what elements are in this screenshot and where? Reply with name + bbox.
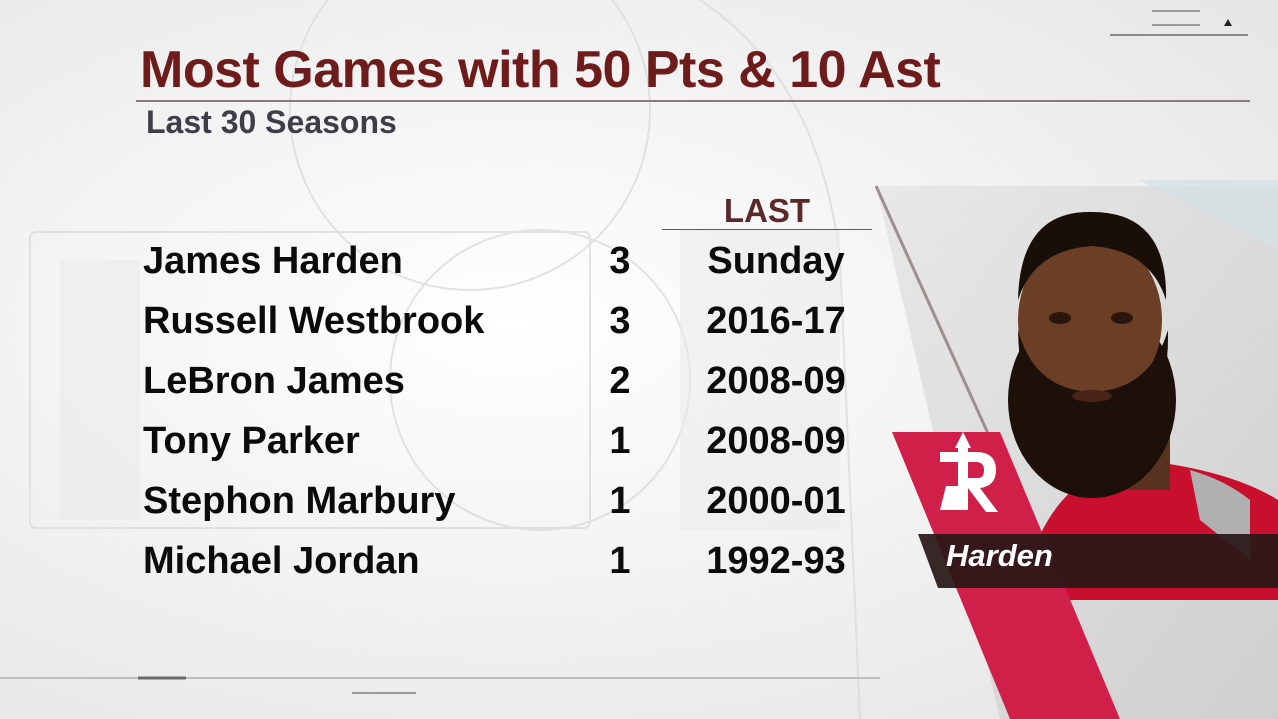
player-name: James Harden xyxy=(143,240,403,282)
bottom-rule xyxy=(0,676,880,694)
last-occurrence: 2000-01 xyxy=(706,480,846,522)
player-name-tag: Harden xyxy=(946,538,1053,573)
game-count: 1 xyxy=(609,420,631,462)
game-count: 3 xyxy=(609,300,631,342)
table-row: James Harden 3 Sunday xyxy=(0,232,900,292)
player-headshot xyxy=(1008,211,1278,600)
title-divider xyxy=(136,100,1250,102)
last-occurrence: 2008-09 xyxy=(706,360,846,402)
last-occurrence: 1992-93 xyxy=(706,540,846,582)
table-row: LeBron James 2 2008-09 xyxy=(0,352,900,412)
last-occurrence: 2008-09 xyxy=(706,420,846,462)
player-name: Stephon Marbury xyxy=(143,480,456,522)
up-arrow-icon xyxy=(1224,19,1232,26)
menu-lines-icon[interactable] xyxy=(1110,8,1260,40)
table-row: Stephon Marbury 1 2000-01 xyxy=(0,472,900,532)
player-name: LeBron James xyxy=(143,360,405,402)
game-count: 3 xyxy=(609,240,631,282)
column-header-divider xyxy=(662,229,872,230)
player-name: Tony Parker xyxy=(143,420,360,462)
player-name: Michael Jordan xyxy=(143,540,420,582)
game-count: 1 xyxy=(609,480,631,522)
table-row: Michael Jordan 1 1992-93 xyxy=(0,532,900,592)
game-count: 2 xyxy=(609,360,631,402)
page-title: Most Games with 50 Pts & 10 Ast xyxy=(140,41,941,99)
game-count: 1 xyxy=(609,540,631,582)
last-occurrence: 2016-17 xyxy=(706,300,846,342)
player-panel xyxy=(874,180,1278,719)
last-occurrence: Sunday xyxy=(707,240,845,282)
column-header-last: LAST xyxy=(723,192,811,229)
page-subtitle: Last 30 Seasons xyxy=(146,104,397,140)
table-row: Russell Westbrook 3 2016-17 xyxy=(0,292,900,352)
rockets-logo-icon xyxy=(940,432,998,512)
table-row: Tony Parker 1 2008-09 xyxy=(0,412,900,472)
player-name: Russell Westbrook xyxy=(143,300,485,342)
